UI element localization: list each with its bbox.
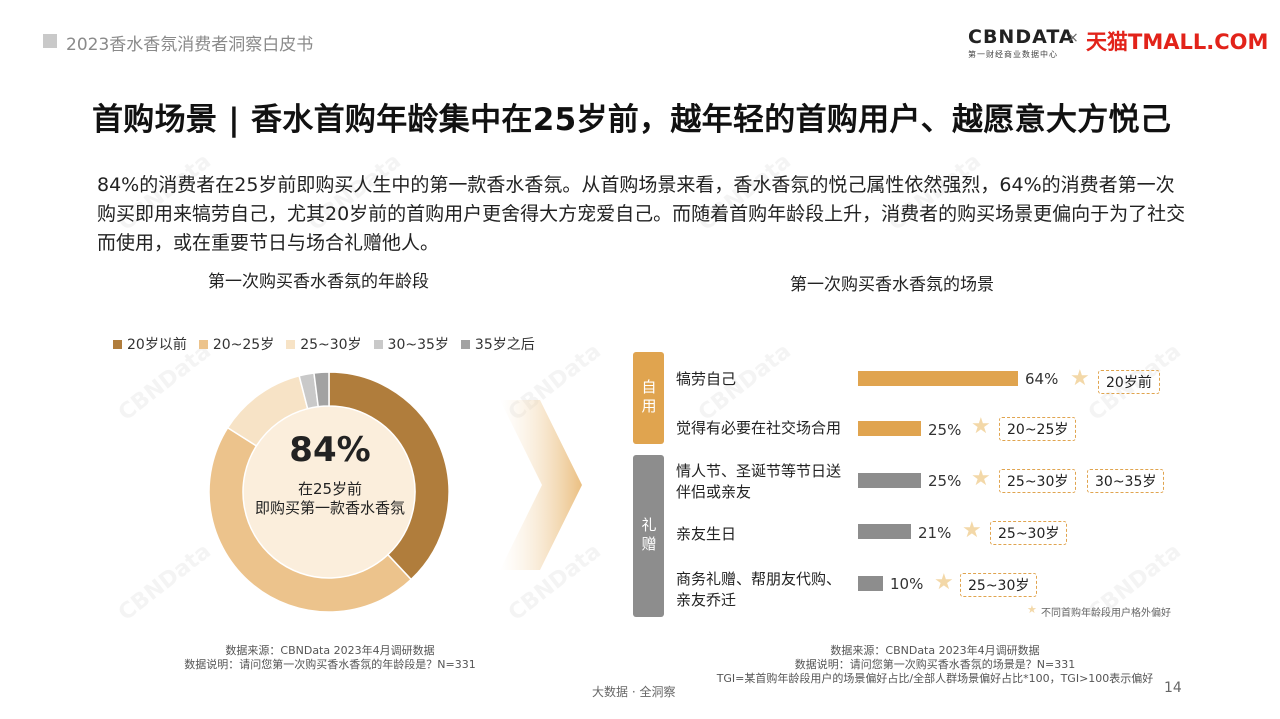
star-icon: ★ [934,570,954,595]
scene-chart-source: 数据来源：CBNData 2023年4月调研数据 [830,644,1040,657]
legend-item: 35岁之后 [460,334,535,354]
scene-bar [858,473,921,488]
donut-center-value: 84% [289,430,371,470]
scene-bar [858,371,1018,386]
scene-chart-subtitle: 第一次购买香水香氛的场景 [790,275,994,295]
age-chart-source: 数据来源：CBNData 2023年4月调研数据 [225,644,435,657]
header-marker [43,34,57,48]
cbndata-logo: CBNDATA [968,26,1075,48]
scene-label: 犒劳自己 [676,370,737,388]
star-icon: ★ [1070,366,1090,391]
legend-label: 25~30岁 [300,337,362,353]
star-legend-note: 不同首购年龄段用户格外偏好 [1041,608,1171,619]
tgi-note: TGI=某首购年龄段用户的场景偏好占比/全部人群场景偏好占比*100，TGI>1… [716,672,1154,685]
arrow-chevron [500,400,582,570]
scene-label: 情人节、圣诞节等节日送 [676,462,842,480]
legend-item: 25~30岁 [286,334,362,354]
watermark: CBNData [114,539,216,626]
age-chart-subtitle: 第一次购买香水香氛的年龄段 [208,272,429,292]
legend-swatch [460,339,470,349]
scene-label: 商务礼赠、帮朋友代购、 [676,570,842,588]
scene-label-cont: 亲友乔迁 [676,591,737,609]
donut-slice-1 [328,371,450,581]
star-icon: ★ [971,414,991,439]
legend-swatch [373,339,383,349]
legend-swatch [198,339,208,349]
group-label: 礼赠 [639,517,658,555]
tmall-logo: 天猫TMALL.COM [1086,30,1269,54]
star-icon: ★ [962,518,982,543]
page-number: 14 [1164,680,1182,696]
scene-label-cont: 伴侣或亲友 [676,483,752,501]
age-donut-chart [208,371,450,613]
scene-bar [858,524,911,539]
legend-label: 20~25岁 [212,337,275,353]
logo-separator: × [1067,30,1079,46]
transition-arrows-icon [500,400,582,570]
scene-label: 亲友生日 [676,525,737,543]
donut-slice-5 [313,371,330,408]
legend-item: 30~35岁 [373,334,449,354]
footer-slogan: 大数据 · 全洞察 [592,685,676,699]
scene-value-label: 25% [928,472,962,490]
legend-item: 20~25岁 [198,334,275,354]
intro-paragraph: 84%的消费者在25岁前即购买人生中的第一款香水香氛。从首购场景来看，香水香氛的… [97,174,1186,254]
scene-value-label: 21% [918,524,952,542]
report-title: 2023香水香氛消费者洞察白皮书 [66,35,314,55]
preference-tag: 30~35岁 [1087,469,1165,493]
legend-swatch [113,339,122,349]
preference-tag: 20岁前 [1098,370,1160,394]
age-chart-note: 数据说明：请问您第一次购买香水香氛的年龄段是？N=331 [184,658,476,671]
scene-chart-note: 数据说明：请问您第一次购买香水香氛的场景是？N=331 [794,658,1076,671]
donut-center-line1: 在25岁前 [297,480,363,498]
age-chart-legend: 20岁以前 20~25岁 25~30岁 30~35岁 35岁之后 [113,334,535,354]
legend-label: 35岁之后 [474,337,535,353]
legend-label: 30~35岁 [387,337,449,353]
preference-tag: 25~30岁 [999,469,1077,493]
group-label: 自用 [639,379,658,417]
scene-bar [858,576,883,591]
donut-slice-2 [208,426,413,613]
scene-bar [858,421,921,436]
scene-value-label: 64% [1025,370,1059,388]
donut-center-line2: 即购买第一款香水香氛 [254,499,405,517]
star-icon: ★ [971,466,991,491]
legend-swatch [286,339,296,349]
preference-tag: 25~30岁 [960,573,1038,597]
scene-value-label: 25% [928,421,962,439]
cbndata-logo-subtitle: 第一财经商业数据中心 [968,50,1058,59]
preference-tag: 25~30岁 [990,521,1068,545]
legend-label: 20岁以前 [127,337,187,353]
note-star-icon: ★ [1027,603,1037,616]
donut-hole [244,407,414,577]
page-title: 首购场景 | 香水首购年龄集中在25岁前，越年轻的首购用户、越愿意大方悦己 [92,102,1172,138]
preference-tag: 20~25岁 [999,417,1077,441]
scene-value-label: 10% [890,575,924,593]
legend-item: 20岁以前 [113,334,187,354]
group-gift: 礼赠 [633,455,664,617]
scene-label: 觉得有必要在社交场合用 [676,419,842,437]
group-self-use: 自用 [633,352,664,444]
